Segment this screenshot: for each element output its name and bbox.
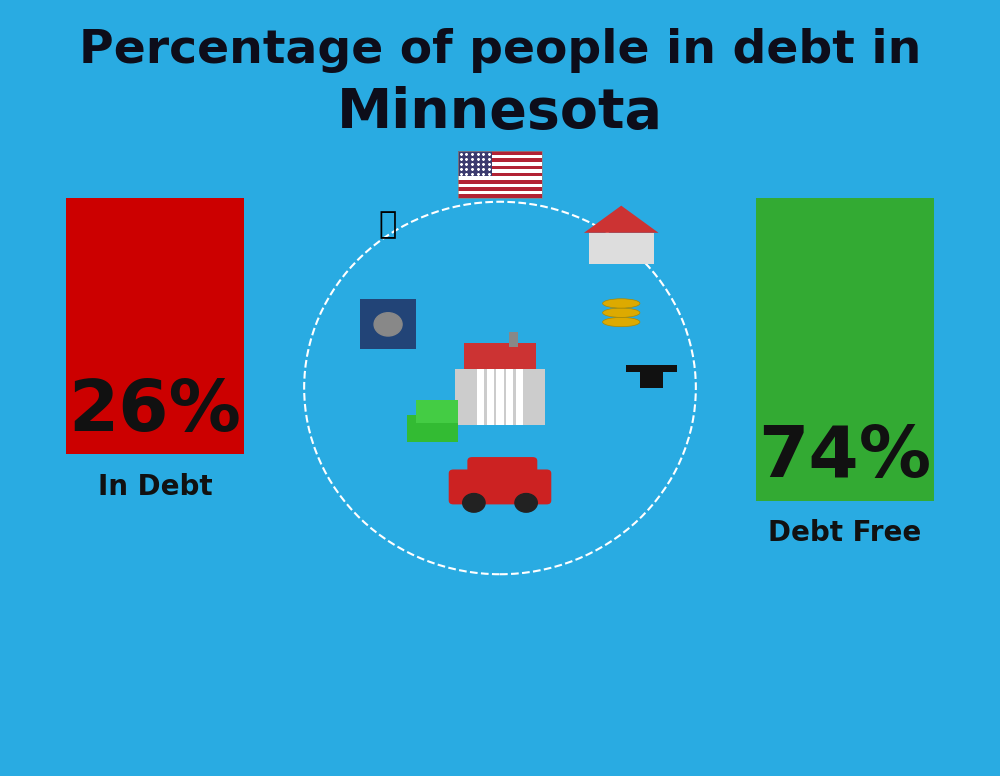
Ellipse shape: [603, 308, 640, 317]
FancyBboxPatch shape: [458, 194, 542, 198]
Polygon shape: [584, 206, 659, 233]
FancyBboxPatch shape: [516, 369, 523, 425]
FancyBboxPatch shape: [66, 198, 244, 454]
Text: Percentage of people in debt in: Percentage of people in debt in: [79, 28, 921, 73]
FancyBboxPatch shape: [407, 415, 458, 442]
FancyBboxPatch shape: [458, 187, 542, 191]
Text: 🦅: 🦅: [379, 210, 397, 240]
FancyBboxPatch shape: [640, 369, 663, 388]
FancyBboxPatch shape: [496, 369, 504, 425]
Text: Minnesota: Minnesota: [337, 85, 663, 140]
FancyBboxPatch shape: [477, 369, 484, 425]
FancyBboxPatch shape: [589, 233, 654, 264]
FancyBboxPatch shape: [458, 151, 542, 155]
Circle shape: [463, 494, 485, 512]
FancyBboxPatch shape: [449, 469, 551, 504]
FancyBboxPatch shape: [458, 173, 542, 176]
Text: In Debt: In Debt: [98, 473, 212, 501]
Circle shape: [374, 313, 402, 336]
Ellipse shape: [603, 317, 640, 327]
FancyBboxPatch shape: [464, 343, 536, 372]
FancyBboxPatch shape: [458, 151, 542, 198]
FancyBboxPatch shape: [455, 369, 545, 425]
Text: 26%: 26%: [68, 377, 241, 445]
FancyBboxPatch shape: [509, 332, 518, 347]
FancyBboxPatch shape: [467, 457, 537, 487]
FancyBboxPatch shape: [458, 165, 542, 169]
FancyBboxPatch shape: [458, 180, 542, 184]
FancyBboxPatch shape: [487, 369, 494, 425]
FancyBboxPatch shape: [756, 198, 934, 501]
Text: Debt Free: Debt Free: [768, 519, 922, 547]
FancyBboxPatch shape: [416, 400, 458, 423]
FancyBboxPatch shape: [360, 299, 416, 349]
Circle shape: [515, 494, 537, 512]
FancyBboxPatch shape: [626, 365, 677, 372]
FancyBboxPatch shape: [458, 158, 542, 162]
FancyBboxPatch shape: [458, 151, 492, 176]
FancyBboxPatch shape: [506, 369, 513, 425]
Text: 74%: 74%: [759, 424, 932, 492]
Ellipse shape: [603, 299, 640, 308]
